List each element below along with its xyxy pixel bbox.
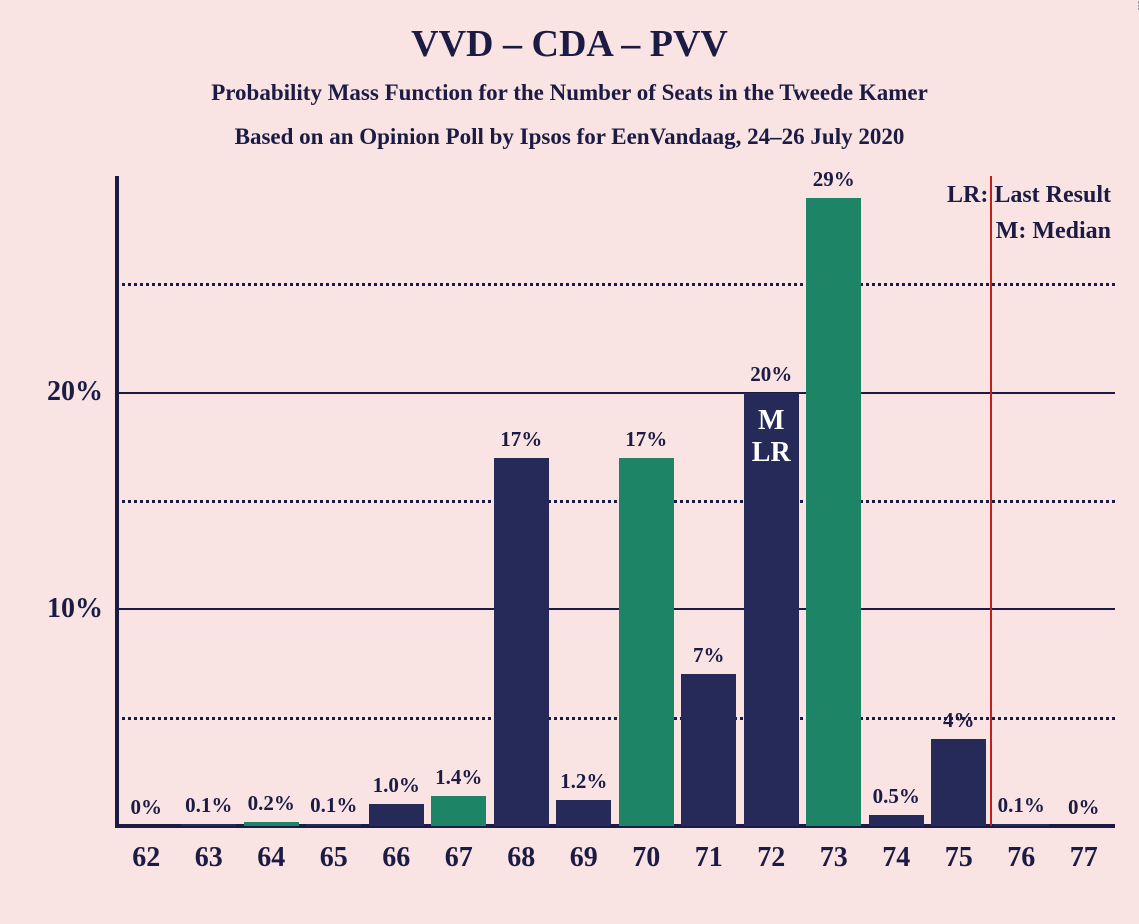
chart-subtitle-2: Based on an Opinion Poll by Ipsos for Ee… bbox=[0, 124, 1139, 150]
x-tick-label: 63 bbox=[179, 842, 239, 874]
x-tick-label: 77 bbox=[1054, 842, 1114, 874]
bar bbox=[306, 824, 361, 826]
x-tick-label: 66 bbox=[366, 842, 426, 874]
x-tick-label: 72 bbox=[741, 842, 801, 874]
x-tick-label: 64 bbox=[241, 842, 301, 874]
bar-annotation: LR bbox=[744, 437, 799, 469]
gridline-major bbox=[115, 608, 1115, 610]
chart-subtitle-1: Probability Mass Function for the Number… bbox=[0, 80, 1139, 106]
bar bbox=[244, 822, 299, 826]
bar-value-label: 1.4% bbox=[419, 765, 499, 790]
x-tick-label: 73 bbox=[804, 842, 864, 874]
legend-line: LR: Last Result bbox=[947, 182, 1111, 209]
bar-value-label: 17% bbox=[606, 427, 686, 452]
x-tick-label: 69 bbox=[554, 842, 614, 874]
x-tick-label: 71 bbox=[679, 842, 739, 874]
bar-value-label: 20% bbox=[731, 362, 811, 387]
plot-area: 0%0.1%0.2%0.1%1.0%1.4%17%1.2%17%7%MLR20%… bbox=[115, 176, 1115, 826]
x-tick-label: 65 bbox=[304, 842, 364, 874]
legend-line: M: Median bbox=[996, 218, 1111, 245]
x-tick-label: 76 bbox=[991, 842, 1051, 874]
bar bbox=[681, 674, 736, 826]
x-tick-label: 75 bbox=[929, 842, 989, 874]
bar bbox=[369, 804, 424, 826]
x-tick-label: 70 bbox=[616, 842, 676, 874]
bar bbox=[994, 824, 1049, 826]
bar-value-label: 0% bbox=[1044, 795, 1124, 820]
bar-value-label: 17% bbox=[481, 427, 561, 452]
gridline-minor bbox=[115, 283, 1115, 286]
bar-annotation: M bbox=[744, 405, 799, 437]
x-tick-label: 74 bbox=[866, 842, 926, 874]
bar bbox=[619, 458, 674, 826]
majority-threshold-line bbox=[990, 176, 992, 826]
y-tick-label: 20% bbox=[13, 376, 103, 408]
bar bbox=[431, 796, 486, 826]
chart-title: VVD – CDA – PVV bbox=[0, 22, 1139, 66]
bar bbox=[931, 739, 986, 826]
x-tick-label: 67 bbox=[429, 842, 489, 874]
bar-value-label: 7% bbox=[669, 643, 749, 668]
gridline-major bbox=[115, 392, 1115, 394]
bar bbox=[869, 815, 924, 826]
bar-value-label: 0.5% bbox=[856, 784, 936, 809]
bar-value-label: 1.2% bbox=[544, 769, 624, 794]
bar bbox=[806, 198, 861, 826]
x-tick-label: 68 bbox=[491, 842, 551, 874]
y-tick-label: 10% bbox=[13, 593, 103, 625]
bar-value-label: 29% bbox=[794, 167, 874, 192]
copyright-text: © 2020 Filip van Laenen bbox=[1135, 0, 1139, 10]
bar bbox=[181, 824, 236, 826]
bar-value-label: 4% bbox=[919, 708, 999, 733]
bar bbox=[556, 800, 611, 826]
bar bbox=[494, 458, 549, 826]
x-tick-label: 62 bbox=[116, 842, 176, 874]
gridline-minor bbox=[115, 500, 1115, 503]
